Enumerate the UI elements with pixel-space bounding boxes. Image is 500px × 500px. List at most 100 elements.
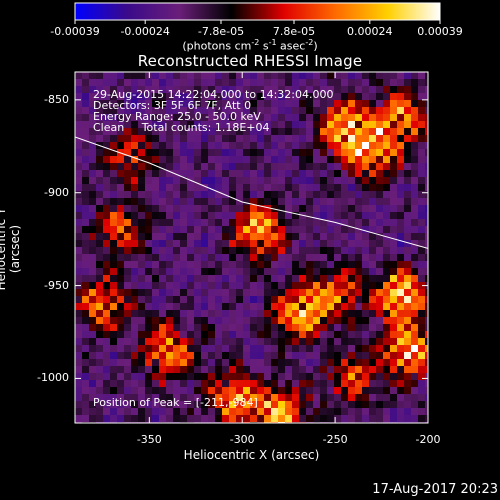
heatmap-cell	[292, 79, 299, 86]
heatmap-cell	[215, 296, 222, 303]
heatmap-cell	[110, 268, 117, 275]
heatmap-cell	[376, 366, 383, 373]
heatmap-cell	[313, 338, 320, 345]
heatmap-cell	[306, 240, 313, 247]
heatmap-cell	[355, 254, 362, 261]
heatmap-cell	[110, 408, 117, 415]
x-tick-label: -200	[415, 433, 441, 446]
heatmap-cell	[138, 226, 145, 233]
heatmap-cell	[376, 184, 383, 191]
heatmap-cell	[243, 338, 250, 345]
heatmap-cell	[404, 401, 411, 408]
heatmap-cell	[264, 408, 271, 415]
heatmap-cell	[194, 303, 201, 310]
heatmap-cell	[117, 219, 124, 226]
heatmap-cell	[152, 72, 159, 79]
heatmap-cell	[82, 177, 89, 184]
heatmap-cell	[180, 135, 187, 142]
heatmap-cell	[89, 415, 96, 422]
heatmap-cell	[271, 289, 278, 296]
heatmap-cell	[397, 128, 404, 135]
heatmap-cell	[138, 387, 145, 394]
heatmap-cell	[229, 331, 236, 338]
heatmap-cell	[159, 254, 166, 261]
heatmap-cell	[404, 233, 411, 240]
heatmap-cell	[390, 254, 397, 261]
heatmap-cell	[187, 282, 194, 289]
heatmap-cell	[159, 247, 166, 254]
heatmap-cell	[194, 191, 201, 198]
heatmap-cell	[201, 366, 208, 373]
heatmap-cell	[334, 205, 341, 212]
heatmap-cell	[110, 205, 117, 212]
heatmap-cell	[292, 352, 299, 359]
heatmap-cell	[397, 254, 404, 261]
heatmap-cell	[313, 296, 320, 303]
x-tick-label: -250	[322, 433, 348, 446]
heatmap-cell	[145, 191, 152, 198]
heatmap-cell	[208, 408, 215, 415]
heatmap-cell	[124, 247, 131, 254]
heatmap-cell	[103, 359, 110, 366]
heatmap-cell	[180, 324, 187, 331]
heatmap-cell	[208, 191, 215, 198]
heatmap-cell	[327, 247, 334, 254]
heatmap-cell	[222, 226, 229, 233]
heatmap-cell	[278, 254, 285, 261]
heatmap-cell	[215, 422, 222, 423]
heatmap-cell	[201, 142, 208, 149]
heatmap-cell	[229, 79, 236, 86]
heatmap-cell	[166, 282, 173, 289]
heatmap-cell	[299, 338, 306, 345]
heatmap-cell	[152, 170, 159, 177]
heatmap-cell	[369, 128, 376, 135]
heatmap-cell	[166, 79, 173, 86]
heatmap-cell	[117, 345, 124, 352]
heatmap-cell	[131, 303, 138, 310]
heatmap-cell	[404, 261, 411, 268]
heatmap-cell	[236, 240, 243, 247]
heatmap-cell	[355, 121, 362, 128]
heatmap-cell	[369, 401, 376, 408]
heatmap-cell	[390, 275, 397, 282]
heatmap-cell	[348, 191, 355, 198]
heatmap-cell	[229, 345, 236, 352]
heatmap-cell	[418, 352, 425, 359]
heatmap-cell	[96, 170, 103, 177]
heatmap-cell	[320, 394, 327, 401]
heatmap-cell	[390, 247, 397, 254]
heatmap-cell	[82, 247, 89, 254]
heatmap-cell	[271, 121, 278, 128]
heatmap-cell	[96, 296, 103, 303]
heatmap-cell	[320, 401, 327, 408]
heatmap-cell	[348, 107, 355, 114]
heatmap-cell	[215, 149, 222, 156]
heatmap-cell	[271, 415, 278, 422]
heatmap-cell	[75, 163, 82, 170]
heatmap-cell	[376, 219, 383, 226]
heatmap-cell	[362, 338, 369, 345]
heatmap-cell	[320, 170, 327, 177]
heatmap-cell	[110, 198, 117, 205]
heatmap-cell	[348, 121, 355, 128]
heatmap-cell	[96, 79, 103, 86]
heatmap-cell	[299, 373, 306, 380]
heatmap-cell	[306, 394, 313, 401]
heatmap-cell	[138, 310, 145, 317]
heatmap-cell	[362, 254, 369, 261]
heatmap-cell	[355, 142, 362, 149]
heatmap-cell	[229, 324, 236, 331]
heatmap-cell	[229, 352, 236, 359]
heatmap-cell	[285, 163, 292, 170]
heatmap-cell	[201, 317, 208, 324]
heatmap-cell	[75, 121, 82, 128]
heatmap-cell	[82, 261, 89, 268]
heatmap-cell	[390, 289, 397, 296]
heatmap-cell	[166, 149, 173, 156]
heatmap-cell	[173, 380, 180, 387]
heatmap-cell	[271, 380, 278, 387]
heatmap-cell	[425, 317, 428, 324]
heatmap-cell	[264, 296, 271, 303]
heatmap-cell	[173, 156, 180, 163]
heatmap-cell	[425, 352, 428, 359]
